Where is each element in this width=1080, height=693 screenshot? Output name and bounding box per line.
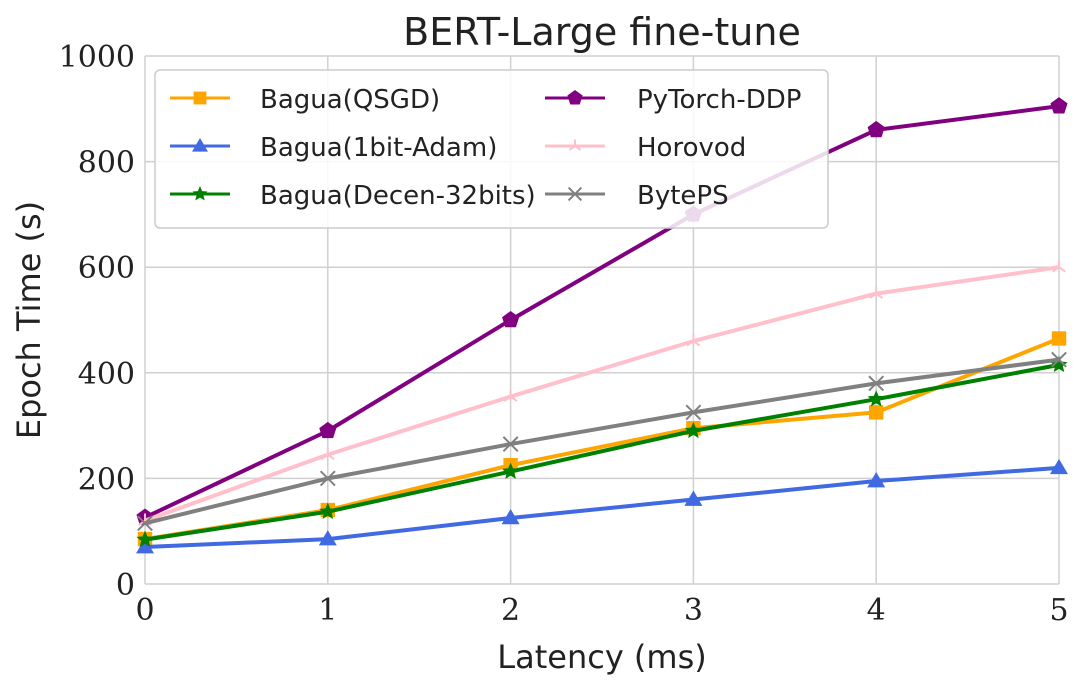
series-bagua-decen-32bits- [136,355,1068,547]
x-axis-label: Latency (ms) [497,638,706,676]
data-point [868,375,885,392]
data-point [686,333,701,347]
data-point [193,91,207,105]
y-axis-label: Epoch Time (s) [10,201,48,439]
data-point [685,404,702,421]
data-point [1052,260,1066,273]
series-bagua-1bit-adam- [136,458,1068,554]
x-tick-label: 3 [684,593,703,628]
legend-item: Horovod [545,133,746,163]
series-line [144,104,1060,520]
legend-item: Bagua(1bit-Adam) [170,133,497,163]
legend-item: PyTorch-DDP [545,85,801,115]
data-point [137,515,153,532]
data-point [1050,355,1068,373]
data-point [684,421,702,439]
data-point [319,470,336,487]
series-line [144,265,1060,523]
data-point [502,436,519,452]
data-point [867,120,885,138]
legend-label: Horovod [637,133,746,163]
series-line [144,362,1060,542]
data-point [318,530,337,546]
data-point [136,530,154,547]
data-point [867,472,886,488]
data-point [502,462,520,479]
y-tick-label: 800 [78,146,135,181]
data-point [1051,331,1067,346]
data-point [319,421,337,439]
data-point [869,405,884,420]
legend-label: Bagua(1bit-Adam) [260,133,497,163]
data-point [1050,97,1068,114]
data-point [869,286,884,299]
x-tick-label: 0 [135,593,154,628]
x-tick-label: 1 [318,593,337,628]
y-tick-label: 0 [116,568,135,603]
data-point [684,490,703,506]
series-byteps [137,351,1067,532]
data-point [503,389,518,402]
data-point [192,186,208,201]
legend-label: PyTorch-DDP [637,85,801,115]
y-tick-label: 600 [78,251,135,286]
data-point [567,90,583,105]
data-point [192,138,208,152]
data-point [320,447,335,460]
legend-label: BytePS [637,181,729,211]
x-tick-label: 4 [867,593,886,628]
series-line [144,465,1060,550]
data-point [501,509,520,525]
data-point [1050,458,1068,475]
data-point [136,538,154,554]
legend-box [154,69,829,229]
x-tick-label: 2 [501,593,520,628]
series-line [144,357,1060,526]
y-tick-label: 400 [78,357,135,392]
data-point [319,502,337,519]
data-point [502,311,520,328]
legend-label: Bagua(QSGD) [260,85,440,115]
legend-item: Bagua(Decen-32bits) [170,181,536,211]
legend-item: Bagua(QSGD) [170,85,440,115]
data-point [568,139,582,151]
data-point [567,186,583,202]
y-tick-label: 200 [78,462,135,497]
legend: Bagua(QSGD) Bagua(1bit-Adam) Bagua(Decen-3… [154,69,829,229]
legend-label: Bagua(Decen-32bits) [260,181,536,211]
chart-title: BERT-Large fine-tune [403,10,801,54]
data-point [867,390,885,407]
x-tick-label: 5 [1049,593,1068,628]
series-bagua-qsgd- [137,331,1067,547]
series-group [136,97,1068,554]
legend-item: BytePS [545,181,729,211]
data-point [1051,351,1067,368]
y-tick-label: 1000 [59,40,135,75]
axes: 0 1 2 3 4 5 0 200 400 600 800 1000 [59,40,1069,628]
